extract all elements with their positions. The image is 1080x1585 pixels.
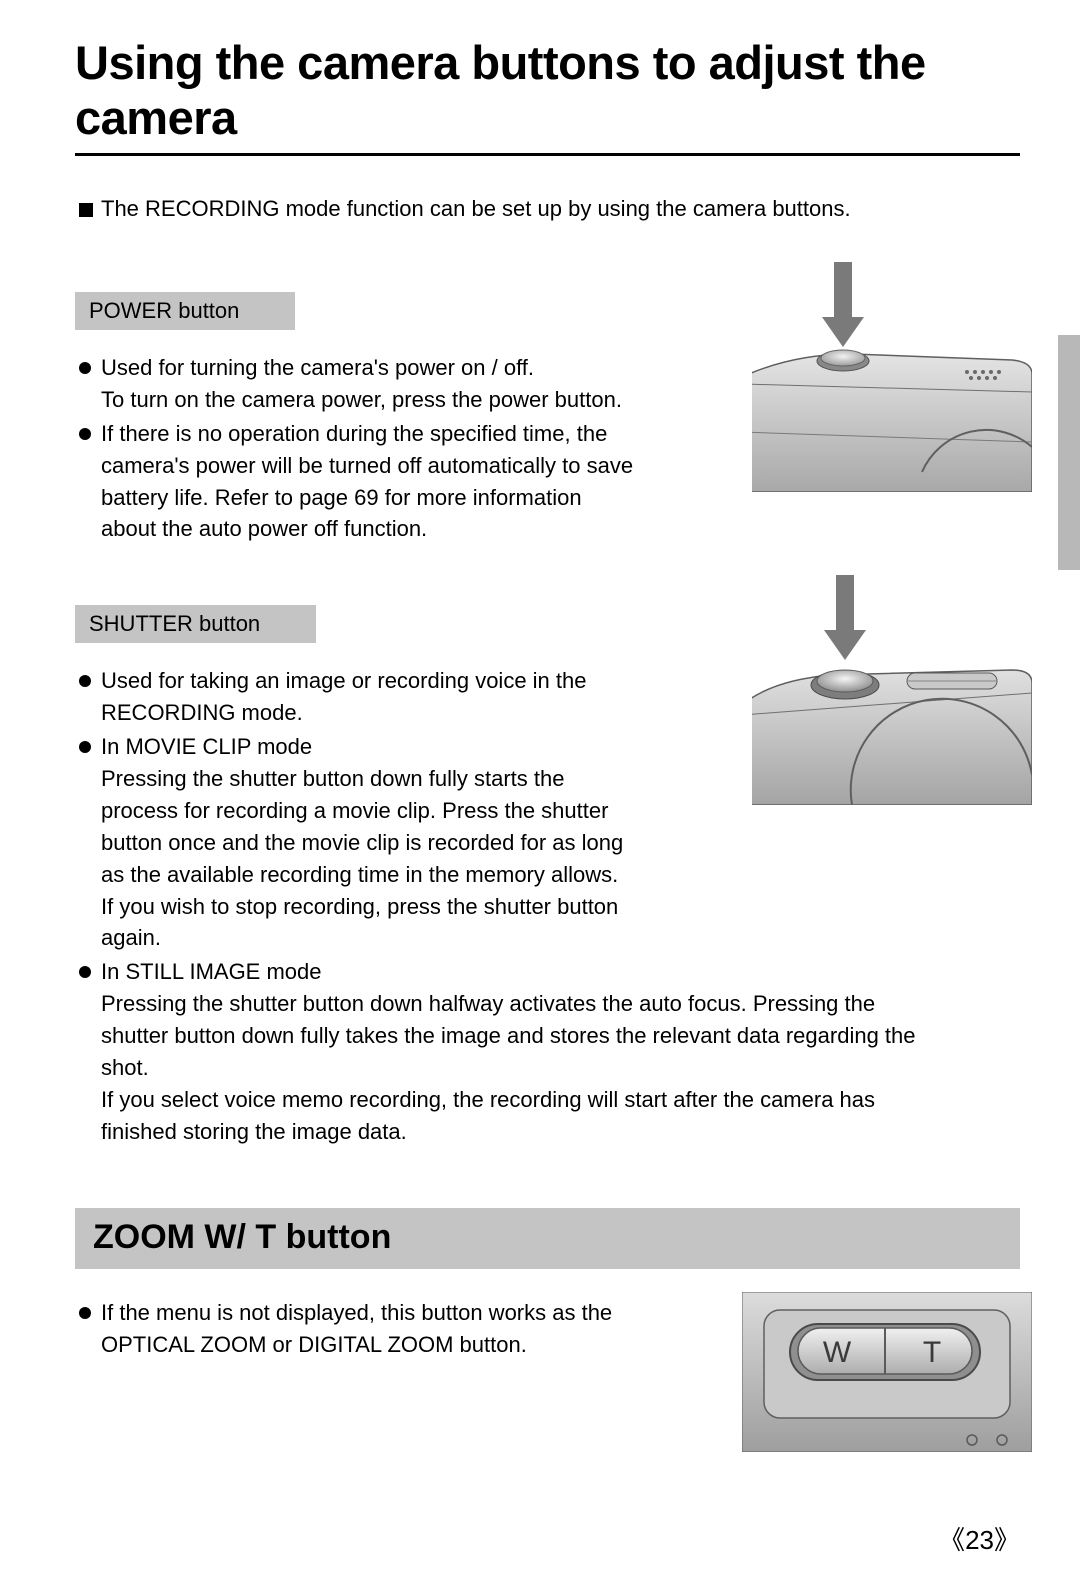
shutter-heading: SHUTTER button — [75, 605, 316, 643]
square-bullet-icon — [79, 203, 93, 217]
intro-line: The RECORDING mode function can be set u… — [79, 196, 1020, 222]
shutter-bullet-list: Used for taking an image or recording vo… — [75, 665, 635, 1147]
power-bullet: If there is no operation during the spec… — [79, 418, 635, 546]
camera-top-shutter-icon — [752, 575, 1032, 805]
shutter-figure — [752, 575, 1032, 805]
shutter-text-column: Used for taking an image or recording vo… — [75, 665, 635, 1147]
page-title-block: Using the camera buttons to adjust the c… — [75, 35, 1020, 156]
power-bullet: Used for turning the camera's power on /… — [79, 352, 635, 416]
zoom-t-label: T — [923, 1336, 941, 1369]
manual-page: Using the camera buttons to adjust the c… — [0, 0, 1080, 1585]
power-bullet-list: Used for turning the camera's power on /… — [75, 352, 635, 545]
shutter-bullet: In MOVIE CLIP mode Pressing the shutter … — [79, 731, 635, 954]
camera-zoom-rocker-icon: W T — [742, 1292, 1032, 1452]
shutter-section: SHUTTER button Used for taking an image … — [75, 605, 1020, 1147]
zoom-heading-bar: ZOOM W/ T button — [75, 1208, 1020, 1269]
zoom-figure: W T — [742, 1292, 1032, 1457]
camera-top-power-icon — [752, 262, 1032, 492]
zoom-w-label: W — [823, 1336, 852, 1369]
power-figure — [752, 262, 1032, 492]
zoom-heading: ZOOM W/ T button — [93, 1218, 1006, 1257]
page-number: 《23》 — [939, 1520, 1020, 1557]
zoom-bullet: If the menu is not displayed, this butto… — [79, 1297, 635, 1361]
zoom-bullet-list: If the menu is not displayed, this butto… — [75, 1297, 635, 1361]
power-text-column: Used for turning the camera's power on /… — [75, 352, 635, 545]
down-arrow-icon — [822, 262, 864, 347]
shutter-bullet: In STILL IMAGE mode Pressing the shutter… — [79, 956, 939, 1147]
power-section: POWER button Used for turning the camera… — [75, 292, 1020, 545]
page-title: Using the camera buttons to adjust the c… — [75, 35, 1020, 145]
down-arrow-icon — [824, 575, 866, 660]
shutter-bullet: Used for taking an image or recording vo… — [79, 665, 635, 729]
power-heading: POWER button — [75, 292, 295, 330]
side-tab — [1058, 335, 1080, 570]
zoom-section: If the menu is not displayed, this butto… — [75, 1297, 1020, 1361]
intro-text: The RECORDING mode function can be set u… — [101, 196, 851, 221]
